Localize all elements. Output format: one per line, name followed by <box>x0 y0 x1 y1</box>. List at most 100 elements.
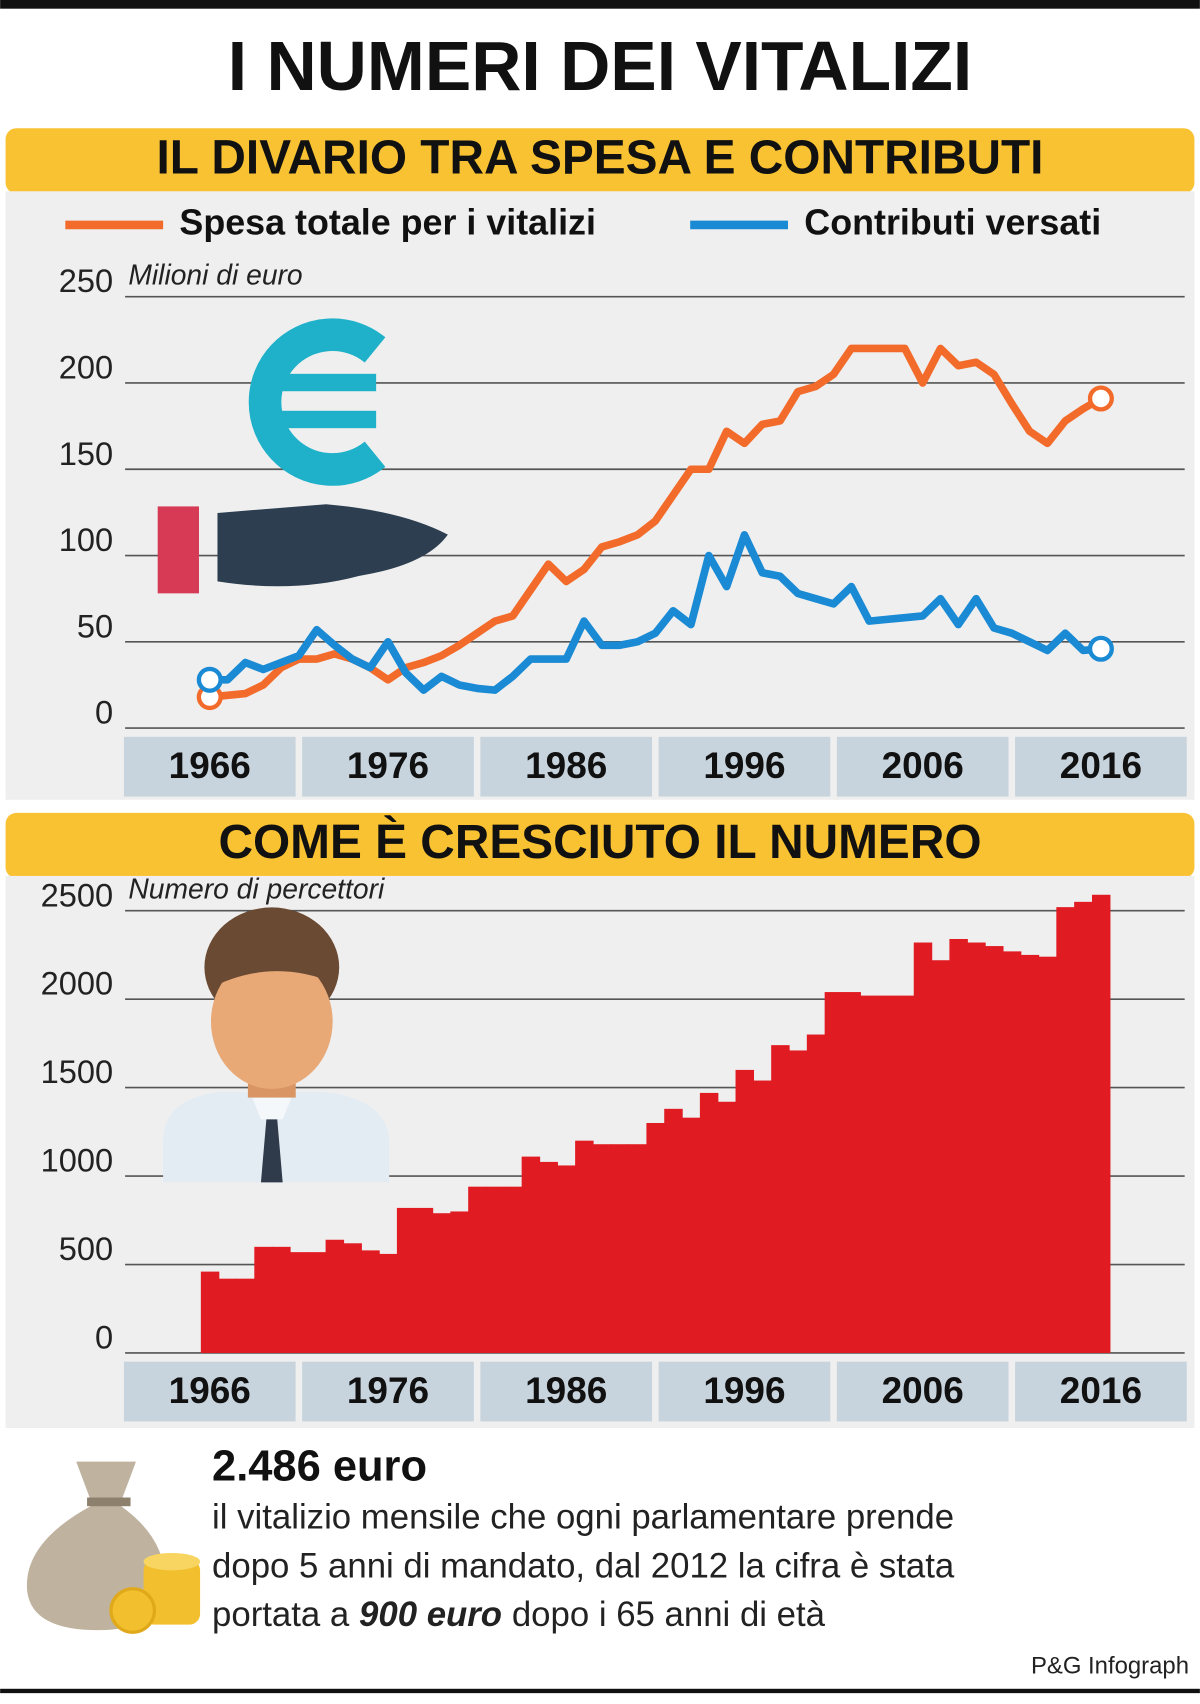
coin-top <box>143 1552 201 1571</box>
y-tick-label: 2500 <box>41 876 114 913</box>
bar <box>236 1278 255 1353</box>
section-title: IL DIVARIO TRA SPESA E CONTRIBUTI <box>157 131 1044 184</box>
bar <box>575 1140 594 1353</box>
x-tick-label: 2006 <box>882 1370 964 1411</box>
bar <box>717 1101 737 1353</box>
bar <box>307 1252 327 1353</box>
bar <box>1020 954 1040 1353</box>
note-part: dopo i 65 anni di età <box>512 1596 826 1634</box>
x-tick-box <box>1015 736 1187 797</box>
y-tick-label: 150 <box>59 435 113 472</box>
bar <box>254 1246 273 1353</box>
legend-label: Spesa totale per i vitalizi <box>179 202 596 242</box>
bar <box>824 992 844 1353</box>
bar <box>753 1080 772 1353</box>
person-icon <box>163 907 390 1183</box>
y-tick-label: 500 <box>59 1230 113 1267</box>
x-tick-box <box>302 1361 474 1422</box>
bar <box>895 995 915 1353</box>
y-axis-label: Numero di percettori <box>128 873 385 905</box>
x-tick-box <box>658 736 831 797</box>
note-line: portata a 900 euro dopo i 65 anni di età <box>212 1596 826 1634</box>
bar <box>396 1207 416 1353</box>
money-bag-icon <box>26 1461 201 1634</box>
bar <box>414 1207 434 1353</box>
tie <box>260 1119 283 1183</box>
y-tick-label: 250 <box>59 262 113 299</box>
coins <box>143 1559 201 1625</box>
y-tick-label: 0 <box>95 1319 113 1356</box>
bar <box>699 1092 719 1353</box>
x-tick-box <box>658 1361 831 1422</box>
y-tick-label: 0 <box>95 694 113 731</box>
x-tick-box <box>836 736 1009 797</box>
bar <box>646 1122 665 1353</box>
bar <box>521 1156 541 1353</box>
bar <box>878 995 897 1353</box>
cuff <box>157 506 199 594</box>
y-tick-label: 1000 <box>41 1142 114 1179</box>
top-bar <box>0 0 1200 9</box>
hand <box>217 504 448 587</box>
x-tick-box <box>836 1361 1009 1422</box>
bar <box>503 1186 523 1353</box>
x-tick-label: 1966 <box>169 1370 251 1411</box>
x-tick-label: 1976 <box>347 1370 429 1411</box>
euro-icon <box>248 318 386 486</box>
euro-bar <box>260 373 377 392</box>
bar <box>468 1186 487 1353</box>
bar <box>949 938 968 1353</box>
bottom-bar <box>0 1688 1200 1694</box>
note-emphasis: 900 euro <box>359 1596 502 1634</box>
bar <box>1002 951 1022 1353</box>
bar <box>592 1144 612 1353</box>
y-tick-label: 100 <box>59 521 113 558</box>
bar <box>557 1165 576 1353</box>
x-tick-label: 1986 <box>525 1370 607 1411</box>
bar <box>1038 956 1057 1353</box>
bag-tie <box>87 1497 131 1507</box>
note-line: dopo 5 anni di mandato, dal 2012 la cifr… <box>212 1547 955 1585</box>
series-line <box>209 531 1102 694</box>
highlight: 2.486 euro <box>212 1443 427 1491</box>
x-tick-label: 2016 <box>1060 745 1142 786</box>
bar <box>361 1250 380 1353</box>
x-tick-label: 1996 <box>703 745 785 786</box>
note-line: il vitalizio mensile che ogni parlamenta… <box>212 1498 954 1536</box>
bar <box>1056 907 1075 1353</box>
legend-label: Contributi versati <box>804 202 1101 242</box>
bar <box>860 995 879 1353</box>
x-tick-box <box>480 736 653 797</box>
section-header-bg <box>5 128 1195 194</box>
bar <box>842 992 861 1353</box>
bar <box>664 1108 683 1353</box>
x-tick-label: 1976 <box>347 745 429 786</box>
y-tick-label: 2000 <box>41 965 114 1002</box>
main-title: I NUMERI DEI VITALIZI <box>228 27 972 105</box>
x-tick-box <box>1015 1361 1187 1422</box>
bar <box>985 946 1004 1353</box>
x-tick-label: 1966 <box>169 745 251 786</box>
bar <box>289 1252 309 1353</box>
bar <box>735 1069 755 1353</box>
bar <box>450 1211 469 1353</box>
x-tick-label: 1986 <box>525 745 607 786</box>
x-tick-box <box>123 736 296 797</box>
x-tick-label: 2006 <box>882 745 964 786</box>
bar <box>272 1246 291 1353</box>
section-title: COME È CRESCIUTO IL NUMERO <box>218 815 981 869</box>
plots: IL DIVARIO TRA SPESA E CONTRIBUTI Milioni… <box>41 131 1187 1422</box>
face <box>210 954 333 1089</box>
bar <box>486 1186 505 1353</box>
bar <box>806 1034 826 1353</box>
x-tick-box <box>123 1361 296 1422</box>
bar <box>379 1253 398 1353</box>
bar <box>788 1050 808 1353</box>
bar <box>967 942 986 1353</box>
bar <box>682 1117 701 1353</box>
end-marker <box>196 666 223 693</box>
euro-arc <box>248 318 386 486</box>
bar <box>218 1278 238 1353</box>
bar <box>771 1045 790 1353</box>
